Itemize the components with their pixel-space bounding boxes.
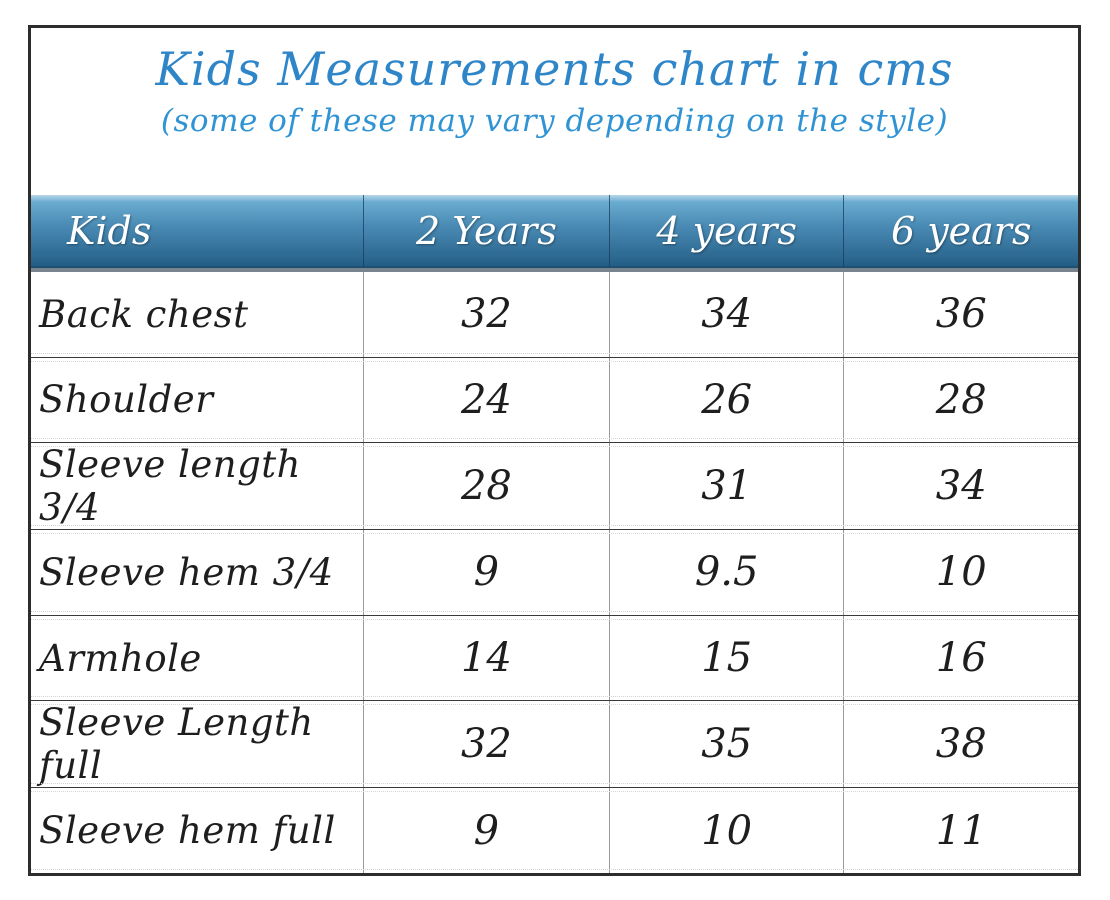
measurement-value: 9: [362, 788, 609, 873]
measurement-value: 26: [608, 357, 844, 443]
row-label: Shoulder: [39, 378, 214, 422]
measurement-value: 16: [843, 615, 1078, 701]
table-row: Sleeve Length full 32 35 38: [31, 700, 1078, 788]
measurement-value: 10: [843, 530, 1078, 615]
table-row: Sleeve hem full 9 10 11: [31, 787, 1078, 873]
measurement-chart-frame: Kids Measurements chart in cms (some of …: [28, 25, 1081, 876]
row-label: Armhole: [39, 636, 202, 680]
row-label: Sleeve hem full: [39, 809, 336, 853]
row-label: Sleeve Length full: [39, 701, 314, 788]
measurement-value: 24: [362, 357, 609, 443]
measurement-value: 10: [608, 788, 844, 873]
header-cell-2-years: 2 Years: [362, 195, 609, 266]
chart-title-area: Kids Measurements chart in cms (some of …: [31, 28, 1078, 195]
measurement-value: 11: [843, 788, 1078, 873]
measurement-value: 9: [362, 530, 609, 615]
table-body: Back chest 32 34 36 Shoulder 24 26 28 Sleeve len…: [31, 272, 1078, 873]
measurement-value: 15: [608, 615, 844, 701]
measurement-value: 32: [362, 272, 609, 357]
table-row: Shoulder 24 26 28: [31, 356, 1078, 443]
measurement-value: 31: [608, 443, 844, 530]
row-label: Sleeve hem 3/4: [39, 550, 334, 594]
measurement-value: 35: [608, 701, 844, 788]
table-row: Back chest 32 34 36: [31, 272, 1078, 357]
measurement-value: 32: [362, 701, 609, 788]
measurement-value: 38: [843, 701, 1078, 788]
row-label: Back chest: [39, 292, 249, 336]
measurement-value: 28: [843, 357, 1078, 443]
header-cell-4-years: 4 years: [608, 195, 844, 266]
page-title: Kids Measurements chart in cms: [155, 42, 954, 96]
measurement-value: 36: [843, 272, 1078, 357]
measurement-value: 9.5: [608, 530, 844, 615]
table-row: Armhole 14 15 16: [31, 614, 1078, 701]
table-row: Sleeve hem 3/4 9 9.5 10: [31, 529, 1078, 615]
row-label: Sleeve length 3/4: [39, 443, 301, 530]
measurement-value: 34: [843, 443, 1078, 530]
header-shadow-line: [31, 268, 1078, 272]
measurement-value: 14: [362, 615, 609, 701]
header-cell-6-years: 6 years: [843, 195, 1078, 266]
header-cell-kids: Kids: [67, 208, 152, 253]
page-subtitle: (some of these may vary depending on the…: [160, 102, 949, 139]
table-row: Sleeve length 3/4 28 31 34: [31, 442, 1078, 530]
measurement-value: 34: [608, 272, 844, 357]
measurement-value: 28: [362, 443, 609, 530]
table-header-row: Kids 2 Years 4 years 6 years: [31, 195, 1078, 268]
